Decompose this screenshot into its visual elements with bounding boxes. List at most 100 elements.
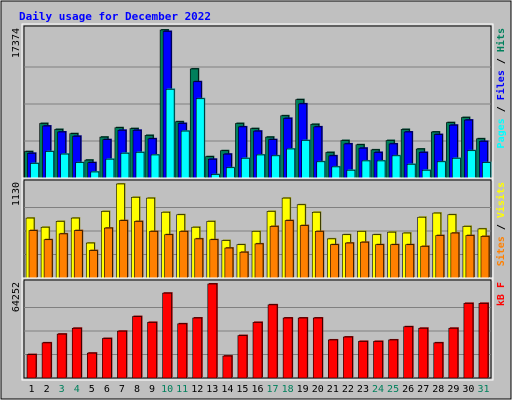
bar: [373, 341, 383, 379]
bar: [271, 155, 280, 179]
legend-entry: kB F: [496, 282, 507, 306]
bar: [207, 283, 218, 379]
day-label: 2: [44, 384, 50, 395]
bar: [224, 247, 234, 279]
bar: [450, 232, 460, 279]
bar: [482, 162, 491, 179]
legend-separator: /: [496, 100, 507, 118]
bar: [211, 174, 220, 179]
bar: [390, 244, 399, 279]
bar: [331, 166, 341, 179]
bar: [267, 304, 278, 379]
day-label: 29: [447, 384, 459, 395]
bar: [282, 317, 293, 379]
bar: [71, 327, 82, 379]
bar: [45, 151, 54, 179]
bar: [480, 236, 490, 279]
bar: [177, 323, 187, 379]
bar: [90, 171, 100, 179]
bar: [467, 150, 476, 179]
bar: [135, 152, 145, 179]
day-label: 12: [191, 384, 203, 395]
bar: [436, 161, 446, 179]
bar: [376, 160, 386, 179]
panel-middle: 1130 Sites / Visits: [11, 177, 507, 281]
bar: [86, 352, 97, 379]
bar: [192, 317, 203, 379]
bar: [120, 152, 130, 179]
day-label: 23: [357, 384, 369, 395]
bar: [254, 243, 264, 279]
bar: [358, 341, 368, 379]
bar: [375, 244, 384, 279]
bar: [316, 161, 326, 179]
bar: [406, 164, 416, 179]
bar: [343, 336, 353, 379]
bar: [179, 231, 188, 279]
bar: [388, 339, 398, 379]
bar: [56, 333, 67, 379]
day-label: 18: [282, 384, 294, 395]
day-label: 27: [417, 384, 429, 395]
bar: [195, 98, 205, 179]
bar: [209, 239, 219, 279]
bar: [241, 158, 250, 179]
legend-entry: Hits: [495, 28, 507, 52]
bar: [284, 220, 294, 279]
day-label: 4: [74, 384, 80, 395]
legend-separator: /: [496, 218, 507, 236]
bar: [222, 355, 233, 379]
legend-entry: Files: [495, 70, 507, 100]
bar: [132, 316, 142, 379]
chart-title: Daily usage for December 2022: [19, 10, 211, 23]
bar: [147, 322, 157, 379]
bar: [465, 235, 475, 279]
bar: [420, 246, 430, 279]
bar: [194, 238, 204, 279]
day-label: 9: [149, 384, 155, 395]
bar: [239, 251, 249, 279]
bar: [346, 170, 356, 179]
day-label: 13: [206, 384, 218, 395]
bar: [312, 317, 323, 379]
day-label: 28: [432, 384, 444, 395]
bar: [30, 163, 39, 179]
bar: [164, 234, 173, 279]
panel-top: 17374 Pages / Files / Hits: [11, 23, 507, 181]
legend-entry: Sites: [495, 236, 507, 266]
legend-entry: Pages: [496, 118, 507, 148]
chart-panels: 17374 Pages / Files / Hits 1130 Sites / Vis…: [11, 23, 507, 381]
day-label: 22: [342, 384, 354, 395]
bar: [149, 231, 158, 279]
bar: [405, 244, 414, 279]
day-label: 25: [387, 384, 399, 395]
panel-bottom: 64252 kB F: [11, 277, 507, 381]
bar: [345, 242, 354, 279]
day-label: 26: [402, 384, 414, 395]
day-label: 31: [477, 384, 489, 395]
day-label: 10: [161, 384, 173, 395]
bar: [269, 226, 279, 279]
bar: [41, 342, 52, 379]
bar: [104, 227, 113, 279]
bar: [360, 241, 369, 279]
bar: [256, 154, 265, 179]
axis-legend-label: kB F: [496, 282, 507, 306]
day-label: 1: [29, 384, 35, 395]
day-label: 19: [297, 384, 309, 395]
bar: [88, 250, 98, 279]
axis-legend-label: Pages / Files / Hits: [495, 28, 507, 148]
bar: [433, 342, 444, 379]
bar: [421, 170, 431, 179]
day-label: 7: [119, 384, 125, 395]
bar: [286, 148, 295, 179]
axis-max-label: 17374: [11, 28, 22, 58]
bar: [299, 225, 309, 279]
bar: [361, 160, 371, 179]
bar: [117, 330, 127, 379]
bar: [102, 338, 112, 379]
day-label: 5: [89, 384, 95, 395]
day-label: 21: [327, 384, 339, 395]
bar: [478, 303, 489, 379]
